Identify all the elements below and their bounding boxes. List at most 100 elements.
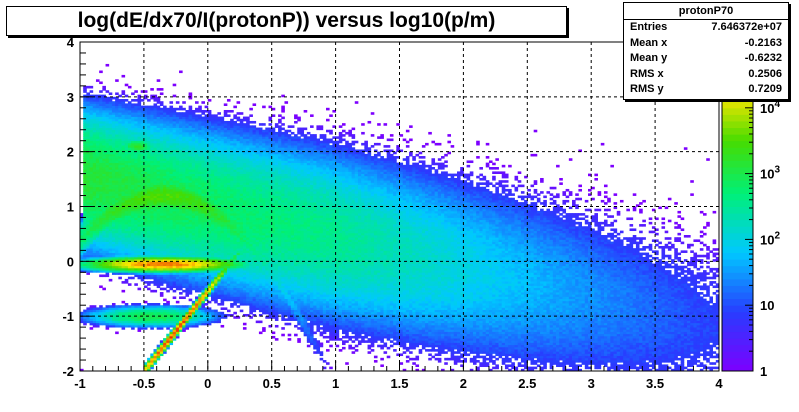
heatmap-bin — [182, 281, 186, 284]
heatmap-bin — [89, 195, 94, 199]
heatmap-bin — [131, 182, 135, 185]
heatmap-bin — [230, 217, 234, 221]
heatmap-bin — [127, 265, 132, 269]
heatmap-bin — [175, 127, 180, 131]
heatmap-bin — [182, 289, 186, 293]
heatmap-bin — [86, 259, 90, 262]
heatmap-bin — [242, 274, 247, 278]
heatmap-bin — [156, 259, 161, 262]
heatmap-bin — [239, 226, 244, 229]
heatmap-bin — [230, 274, 234, 278]
heatmap-bin — [230, 283, 234, 286]
heatmap-bin — [242, 184, 247, 188]
heatmap-bin — [147, 182, 151, 185]
heatmap-bin — [115, 186, 119, 190]
heatmap-bin — [143, 241, 148, 245]
heatmap-bin — [242, 195, 247, 199]
heatmap-bin — [226, 289, 231, 293]
heatmap-bin — [105, 305, 110, 308]
heatmap-bin — [172, 123, 177, 126]
heatmap-bin — [217, 267, 221, 271]
heatmap-bin — [233, 232, 237, 236]
heatmap-bin — [140, 120, 145, 124]
heatmap-bin — [169, 127, 174, 131]
heatmap-bin — [188, 180, 193, 183]
heatmap-bin — [153, 226, 158, 229]
heatmap-bin — [226, 120, 231, 124]
heatmap-bin — [223, 289, 228, 293]
heatmap-bin — [195, 237, 199, 240]
heatmap-bin — [204, 156, 209, 159]
heatmap-bin — [124, 120, 129, 124]
heatmap-bin — [131, 184, 135, 188]
heatmap-bin — [182, 320, 186, 324]
heatmap-bin — [207, 112, 212, 115]
heatmap-bin — [242, 267, 247, 271]
heatmap-bin — [163, 239, 167, 242]
heatmap-bin — [195, 256, 199, 260]
heatmap-bin — [153, 99, 158, 102]
heatmap-bin — [236, 235, 241, 238]
heatmap-bin — [143, 105, 148, 109]
heatmap-bin — [99, 237, 103, 240]
heatmap-bin — [118, 136, 122, 139]
heatmap-bin — [121, 138, 126, 142]
heatmap-bin — [201, 265, 205, 269]
heatmap-bin — [249, 281, 253, 284]
heatmap-bin — [121, 116, 126, 120]
heatmap-bin — [83, 215, 87, 218]
heatmap-bin — [182, 283, 186, 286]
heatmap-bin — [198, 184, 202, 188]
heatmap-bin — [214, 213, 218, 216]
heatmap-bin — [134, 142, 138, 146]
heatmap-bin — [86, 107, 90, 111]
heatmap-bin — [239, 147, 244, 150]
heatmap-bin — [226, 274, 231, 278]
heatmap-bin — [214, 197, 218, 201]
heatmap-bin — [147, 322, 151, 326]
heatmap-bin — [242, 153, 247, 157]
heatmap-bin — [166, 206, 170, 210]
heatmap-bin — [80, 316, 84, 319]
heatmap-bin — [143, 219, 148, 223]
heatmap-bin — [201, 254, 205, 258]
heatmap-bin — [214, 289, 218, 293]
heatmap-bin — [236, 118, 241, 122]
heatmap-bin — [127, 153, 132, 157]
heatmap-bin — [102, 162, 106, 166]
heatmap-bin — [236, 241, 241, 245]
heatmap-bin — [137, 272, 142, 275]
heatmap-bin — [108, 125, 113, 128]
heatmap-bin — [121, 305, 126, 308]
heatmap-bin — [185, 274, 190, 278]
heatmap-bin — [80, 215, 84, 218]
heatmap-bin — [230, 131, 234, 135]
heatmap-bin — [207, 239, 212, 242]
heatmap-bin — [95, 191, 100, 194]
heatmap-bin — [179, 215, 183, 218]
heatmap-bin — [233, 167, 237, 170]
heatmap-bin — [239, 186, 244, 190]
heatmap-bin — [242, 219, 247, 223]
heatmap-bin — [201, 226, 205, 229]
heatmap-bin — [153, 261, 158, 264]
heatmap-bin — [191, 197, 196, 201]
heatmap-bin — [211, 136, 215, 139]
heatmap-bin — [111, 309, 116, 313]
heatmap-bin — [211, 261, 215, 264]
heatmap-bin — [211, 263, 215, 267]
heatmap-bin — [191, 235, 196, 238]
heatmap-bin — [214, 226, 218, 229]
heatmap-bin — [233, 210, 237, 214]
heatmap-bin — [159, 116, 164, 120]
heatmap-bin — [220, 191, 225, 194]
heatmap-bin — [195, 235, 199, 238]
heatmap-bin — [226, 160, 231, 164]
heatmap-bin — [188, 248, 193, 251]
heatmap-bin — [124, 184, 129, 188]
heatmap-bin — [92, 259, 97, 262]
heatmap-bin — [191, 206, 196, 210]
heatmap-bin — [236, 245, 241, 249]
heatmap-bin — [214, 276, 218, 280]
heatmap-bin — [118, 259, 122, 262]
